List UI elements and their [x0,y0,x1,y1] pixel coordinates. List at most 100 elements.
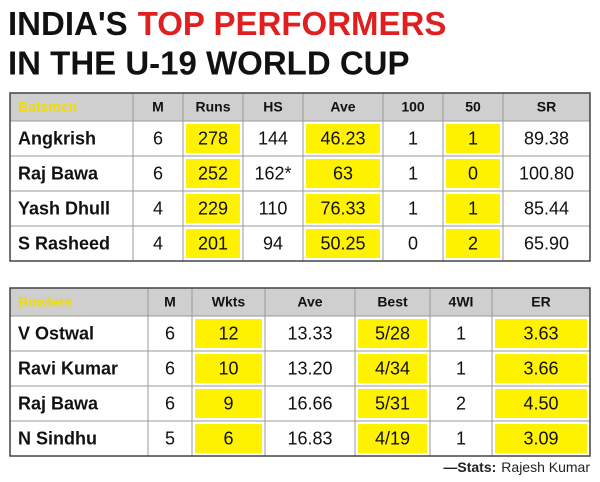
stat-cell: 50.25 [320,233,365,253]
highlight-cell [358,319,427,348]
column-header: Best [377,294,408,310]
stat-cell: 46.23 [320,128,365,148]
stat-cell: 1 [468,198,478,218]
stat-cell: 63 [333,163,353,183]
stat-cell: 6 [223,428,233,448]
player-name: N Sindhu [18,428,97,448]
stat-cell: 16.83 [287,428,332,448]
stat-cell: 1 [456,323,466,343]
column-header: SR [537,99,556,115]
stat-cell: 1 [408,128,418,148]
highlight-cell [495,389,587,418]
stat-cell: 1 [468,128,478,148]
highlight-cell [446,124,500,153]
title-highlight: TOP PERFORMERS [138,5,447,42]
player-name: V Ostwal [18,323,94,343]
stat-cell: 3.63 [523,323,558,343]
section-label: Batsmen [18,99,77,115]
highlight-cell [495,319,587,348]
column-header: Ave [330,99,355,115]
column-header: Runs [196,99,231,115]
column-header: 4WI [449,294,474,310]
stat-cell: 229 [198,198,228,218]
highlight-cell [306,194,380,223]
stat-cell: 2 [468,233,478,253]
stat-cell: 12 [218,323,238,343]
stat-cell: 5/31 [375,393,410,413]
stat-cell: 1 [456,358,466,378]
stat-cell: 6 [165,323,175,343]
table-border [9,287,591,457]
highlight-cell [186,159,240,188]
highlight-cell [195,389,262,418]
highlight-cell [306,124,380,153]
stat-cell: 4 [153,198,163,218]
highlight-cell [446,229,500,258]
stat-cell: 5 [165,428,175,448]
highlight-cell [195,424,262,453]
stat-cell: 65.90 [524,233,569,253]
column-header: Wkts [212,294,246,310]
stat-cell: 16.66 [287,393,332,413]
highlight-cell [186,124,240,153]
stat-cell: 162* [254,163,291,183]
highlight-cell [306,229,380,258]
player-name: Raj Bawa [18,163,99,183]
header-background [10,93,590,121]
title-line1: INDIA'S TOP PERFORMERS [8,5,446,42]
header-background [10,288,590,316]
stat-cell: 4/34 [375,358,410,378]
player-name: Raj Bawa [18,393,99,413]
stat-cell: 1 [408,198,418,218]
column-header: 50 [465,99,481,115]
player-name: Ravi Kumar [18,358,118,378]
stat-cell: 278 [198,128,228,148]
stat-cell: 144 [258,128,288,148]
stat-cell: 85.44 [524,198,569,218]
table-border [9,92,591,262]
column-header: ER [531,294,550,310]
column-header: 100 [401,99,425,115]
stat-cell: 6 [165,358,175,378]
stat-cell: 0 [468,163,478,183]
stat-cell: 94 [263,233,283,253]
stat-cell: 4 [153,233,163,253]
section-label: Bowlers [18,294,73,310]
stat-cell: 4/19 [375,428,410,448]
stat-cell: 6 [165,393,175,413]
highlight-cell [446,159,500,188]
highlight-cell [186,194,240,223]
stat-cell: 5/28 [375,323,410,343]
highlight-cell [495,354,587,383]
stat-cell: 1 [456,428,466,448]
stat-cell: 3.09 [523,428,558,448]
highlight-cell [195,354,262,383]
title-prefix: INDIA'S [8,5,128,42]
stat-cell: 4.50 [523,393,558,413]
stat-cell: 252 [198,163,228,183]
column-header: HS [263,99,282,115]
stat-cell: 89.38 [524,128,569,148]
highlight-cell [358,424,427,453]
stat-cell: 13.33 [287,323,332,343]
player-name: Yash Dhull [18,198,110,218]
stat-cell: 10 [218,358,238,378]
credit-name: Rajesh Kumar [501,459,590,475]
stat-cell: 13.20 [287,358,332,378]
player-name: Angkrish [18,128,96,148]
column-header: Ave [297,294,322,310]
stat-cell: 1 [408,163,418,183]
stat-cell: 76.33 [320,198,365,218]
highlight-cell [446,194,500,223]
stat-cell: 6 [153,128,163,148]
column-header: M [152,99,164,115]
credit-label: —Stats: [443,459,496,475]
title-line2: IN THE U-19 WORLD CUP [8,45,410,82]
highlight-cell [495,424,587,453]
stat-cell: 6 [153,163,163,183]
stat-cell: 2 [456,393,466,413]
highlight-cell [195,319,262,348]
column-header: M [164,294,176,310]
credit: —Stats: Rajesh Kumar [443,459,590,475]
